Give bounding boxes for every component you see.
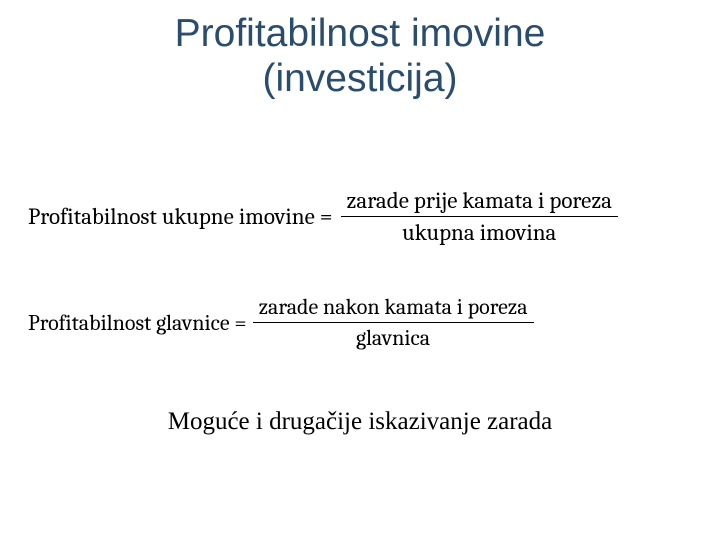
slide-title-line2: (investicija) [262, 57, 457, 100]
formula-equity: Profitabilnost glavnice = zarade nakon k… [28, 294, 534, 351]
formula-total-assets-denominator: ukupna imovina [396, 217, 562, 246]
formula-equity-left: Profitabilnost glavnice = [28, 310, 247, 336]
formula-total-assets: Profitabilnost ukupne imovine = zarade p… [28, 187, 618, 246]
slide-title: Profitabilnost imovine (investicija) [0, 12, 720, 102]
formula-total-assets-numerator: zarade prije kamata i poreza [341, 187, 618, 217]
formula-equity-denominator: glavnica [350, 323, 436, 351]
slide-title-line1: Profitabilnost imovine [175, 12, 546, 55]
formula-equity-numerator: zarade nakon kamata i poreza [253, 294, 534, 323]
formula-equity-fraction: zarade nakon kamata i poreza glavnica [253, 294, 534, 351]
formula-total-assets-fraction: zarade prije kamata i poreza ukupna imov… [341, 187, 618, 246]
formula-total-assets-left: Profitabilnost ukupne imovine = [28, 203, 333, 230]
footer-note: Moguće i drugačije iskazivanje zarada [0, 408, 720, 436]
